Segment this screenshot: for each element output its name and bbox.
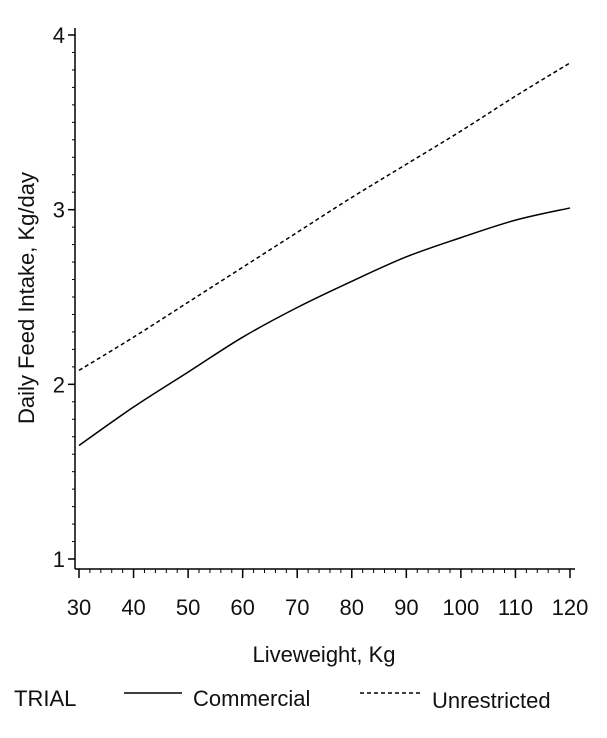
x-tick-label: 80: [340, 595, 364, 620]
y-tick-label: 1: [53, 547, 65, 572]
x-tick-label: 110: [498, 595, 533, 620]
legend-label-unrestricted: Unrestricted: [432, 688, 551, 713]
axes: 1 2 3 4 30 40 50 60 70 80 90 100 110 120: [53, 23, 589, 620]
x-axis-title: Liveweight, Kg: [252, 642, 395, 667]
x-tick-label: 100: [443, 595, 480, 620]
y-tick-label: 2: [53, 372, 65, 397]
x-tick-label: 120: [552, 595, 589, 620]
legend-label-commercial: Commercial: [193, 686, 310, 711]
legend: TRIAL Commercial Unrestricted: [14, 686, 551, 713]
y-tick-label: 3: [53, 198, 65, 223]
series-line-commercial: [78, 207, 571, 447]
legend-title: TRIAL: [14, 686, 76, 711]
y-axis-title: Daily Feed Intake, Kg/day: [14, 172, 39, 424]
series-line-unrestricted: [78, 62, 571, 372]
x-tick-label: 30: [67, 595, 91, 620]
series-layer: [78, 62, 571, 447]
x-tick-label: 40: [121, 595, 145, 620]
x-tick-label: 60: [230, 595, 254, 620]
x-tick-label: 90: [394, 595, 418, 620]
y-tick-label: 4: [53, 23, 65, 48]
x-tick-label: 70: [285, 595, 309, 620]
x-tick-label: 50: [176, 595, 200, 620]
